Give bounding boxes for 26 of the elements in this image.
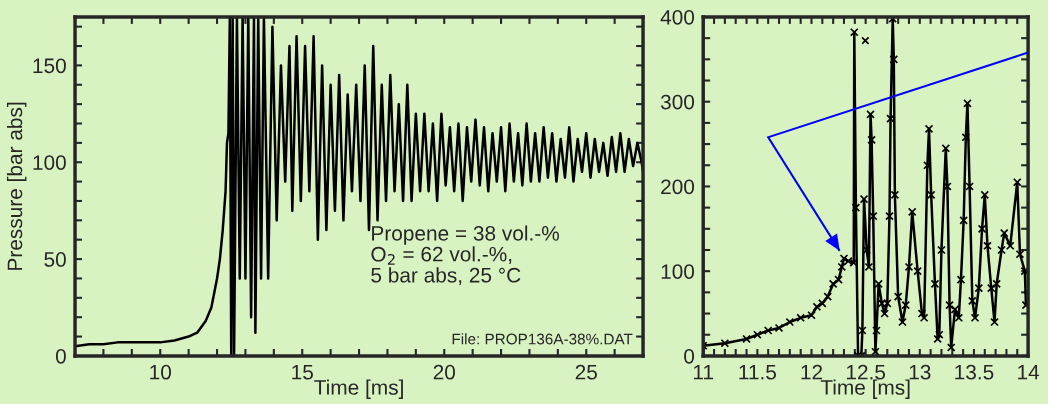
y-tick-label: 100 xyxy=(661,264,695,279)
x-axis-title: Time [ms] xyxy=(314,379,403,399)
y-tick-label: 100 xyxy=(33,155,66,170)
x-tick-label: 15 xyxy=(292,365,313,380)
x-tick-label: 11 xyxy=(693,365,714,380)
x-tick-label: 10 xyxy=(150,364,172,380)
y-tick-label: 400 xyxy=(660,9,695,25)
x-tick-label: 12.5 xyxy=(846,364,886,380)
y-tick-label: 0 xyxy=(55,348,66,364)
y-tick-label: 200 xyxy=(661,179,695,195)
x-tick-label: 14 xyxy=(1018,365,1040,380)
annotation: Propene = 38 vol.-% O$_{2}$ = 62 vol.-%, 5 bar abs, 25 °C xyxy=(371,225,560,286)
x-tick-label: 12 xyxy=(801,364,823,380)
annotation: File: PROP136A-38%.DAT xyxy=(452,333,633,345)
x-tick-label: 25 xyxy=(575,364,597,380)
y-tick-label: 50 xyxy=(44,252,66,267)
y-tick-label: 300 xyxy=(660,94,695,110)
x-tick-label: 11.5 xyxy=(739,365,776,380)
x-tick-label: 20 xyxy=(433,364,456,380)
x-axis-title: Time [ms] xyxy=(820,379,910,399)
y-tick-label: 0 xyxy=(684,348,695,364)
line-series xyxy=(75,16,644,356)
y-axis-title: Pressure [bar abs] xyxy=(6,102,27,270)
y-tick-label: 150 xyxy=(33,58,66,74)
x-tick-label: 13.5 xyxy=(955,364,994,380)
x-tick-label: 13 xyxy=(909,364,931,380)
